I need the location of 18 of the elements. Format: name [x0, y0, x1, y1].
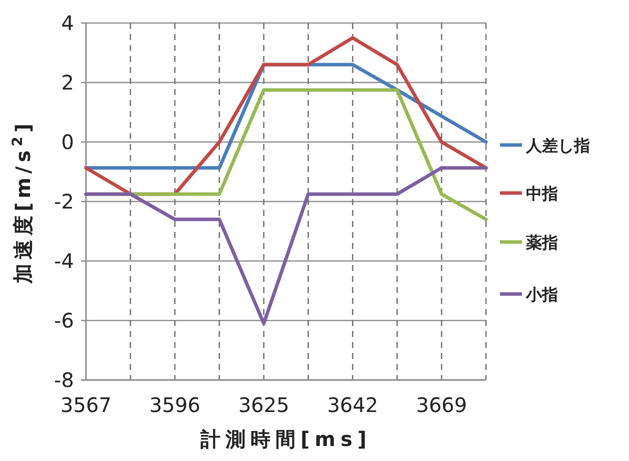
- x-tick-label: 3642: [327, 393, 378, 417]
- x-tick-label: 3625: [238, 393, 290, 417]
- legend-label: 薬指: [525, 233, 558, 252]
- legend-label: 中指: [526, 184, 558, 203]
- x-tick-label: 3669: [416, 393, 468, 417]
- y-tick-label: -6: [54, 308, 74, 332]
- legend-label: 人差し指: [525, 136, 590, 155]
- x-tick-label: 3596: [149, 393, 200, 417]
- x-axis-title: 計測時間[ms]: [199, 427, 372, 451]
- legend-label: 小指: [525, 285, 558, 304]
- y-tick-label: 0: [61, 130, 74, 154]
- line-series: [84, 166, 488, 326]
- y-tick-label: -8: [54, 368, 74, 392]
- y-tick-label: -2: [54, 190, 74, 214]
- y-tick-label: 2: [61, 70, 74, 94]
- x-tick-label: 3567: [60, 393, 112, 417]
- y-tick-label: -4: [54, 249, 74, 273]
- y-tick-label: 4: [61, 11, 74, 35]
